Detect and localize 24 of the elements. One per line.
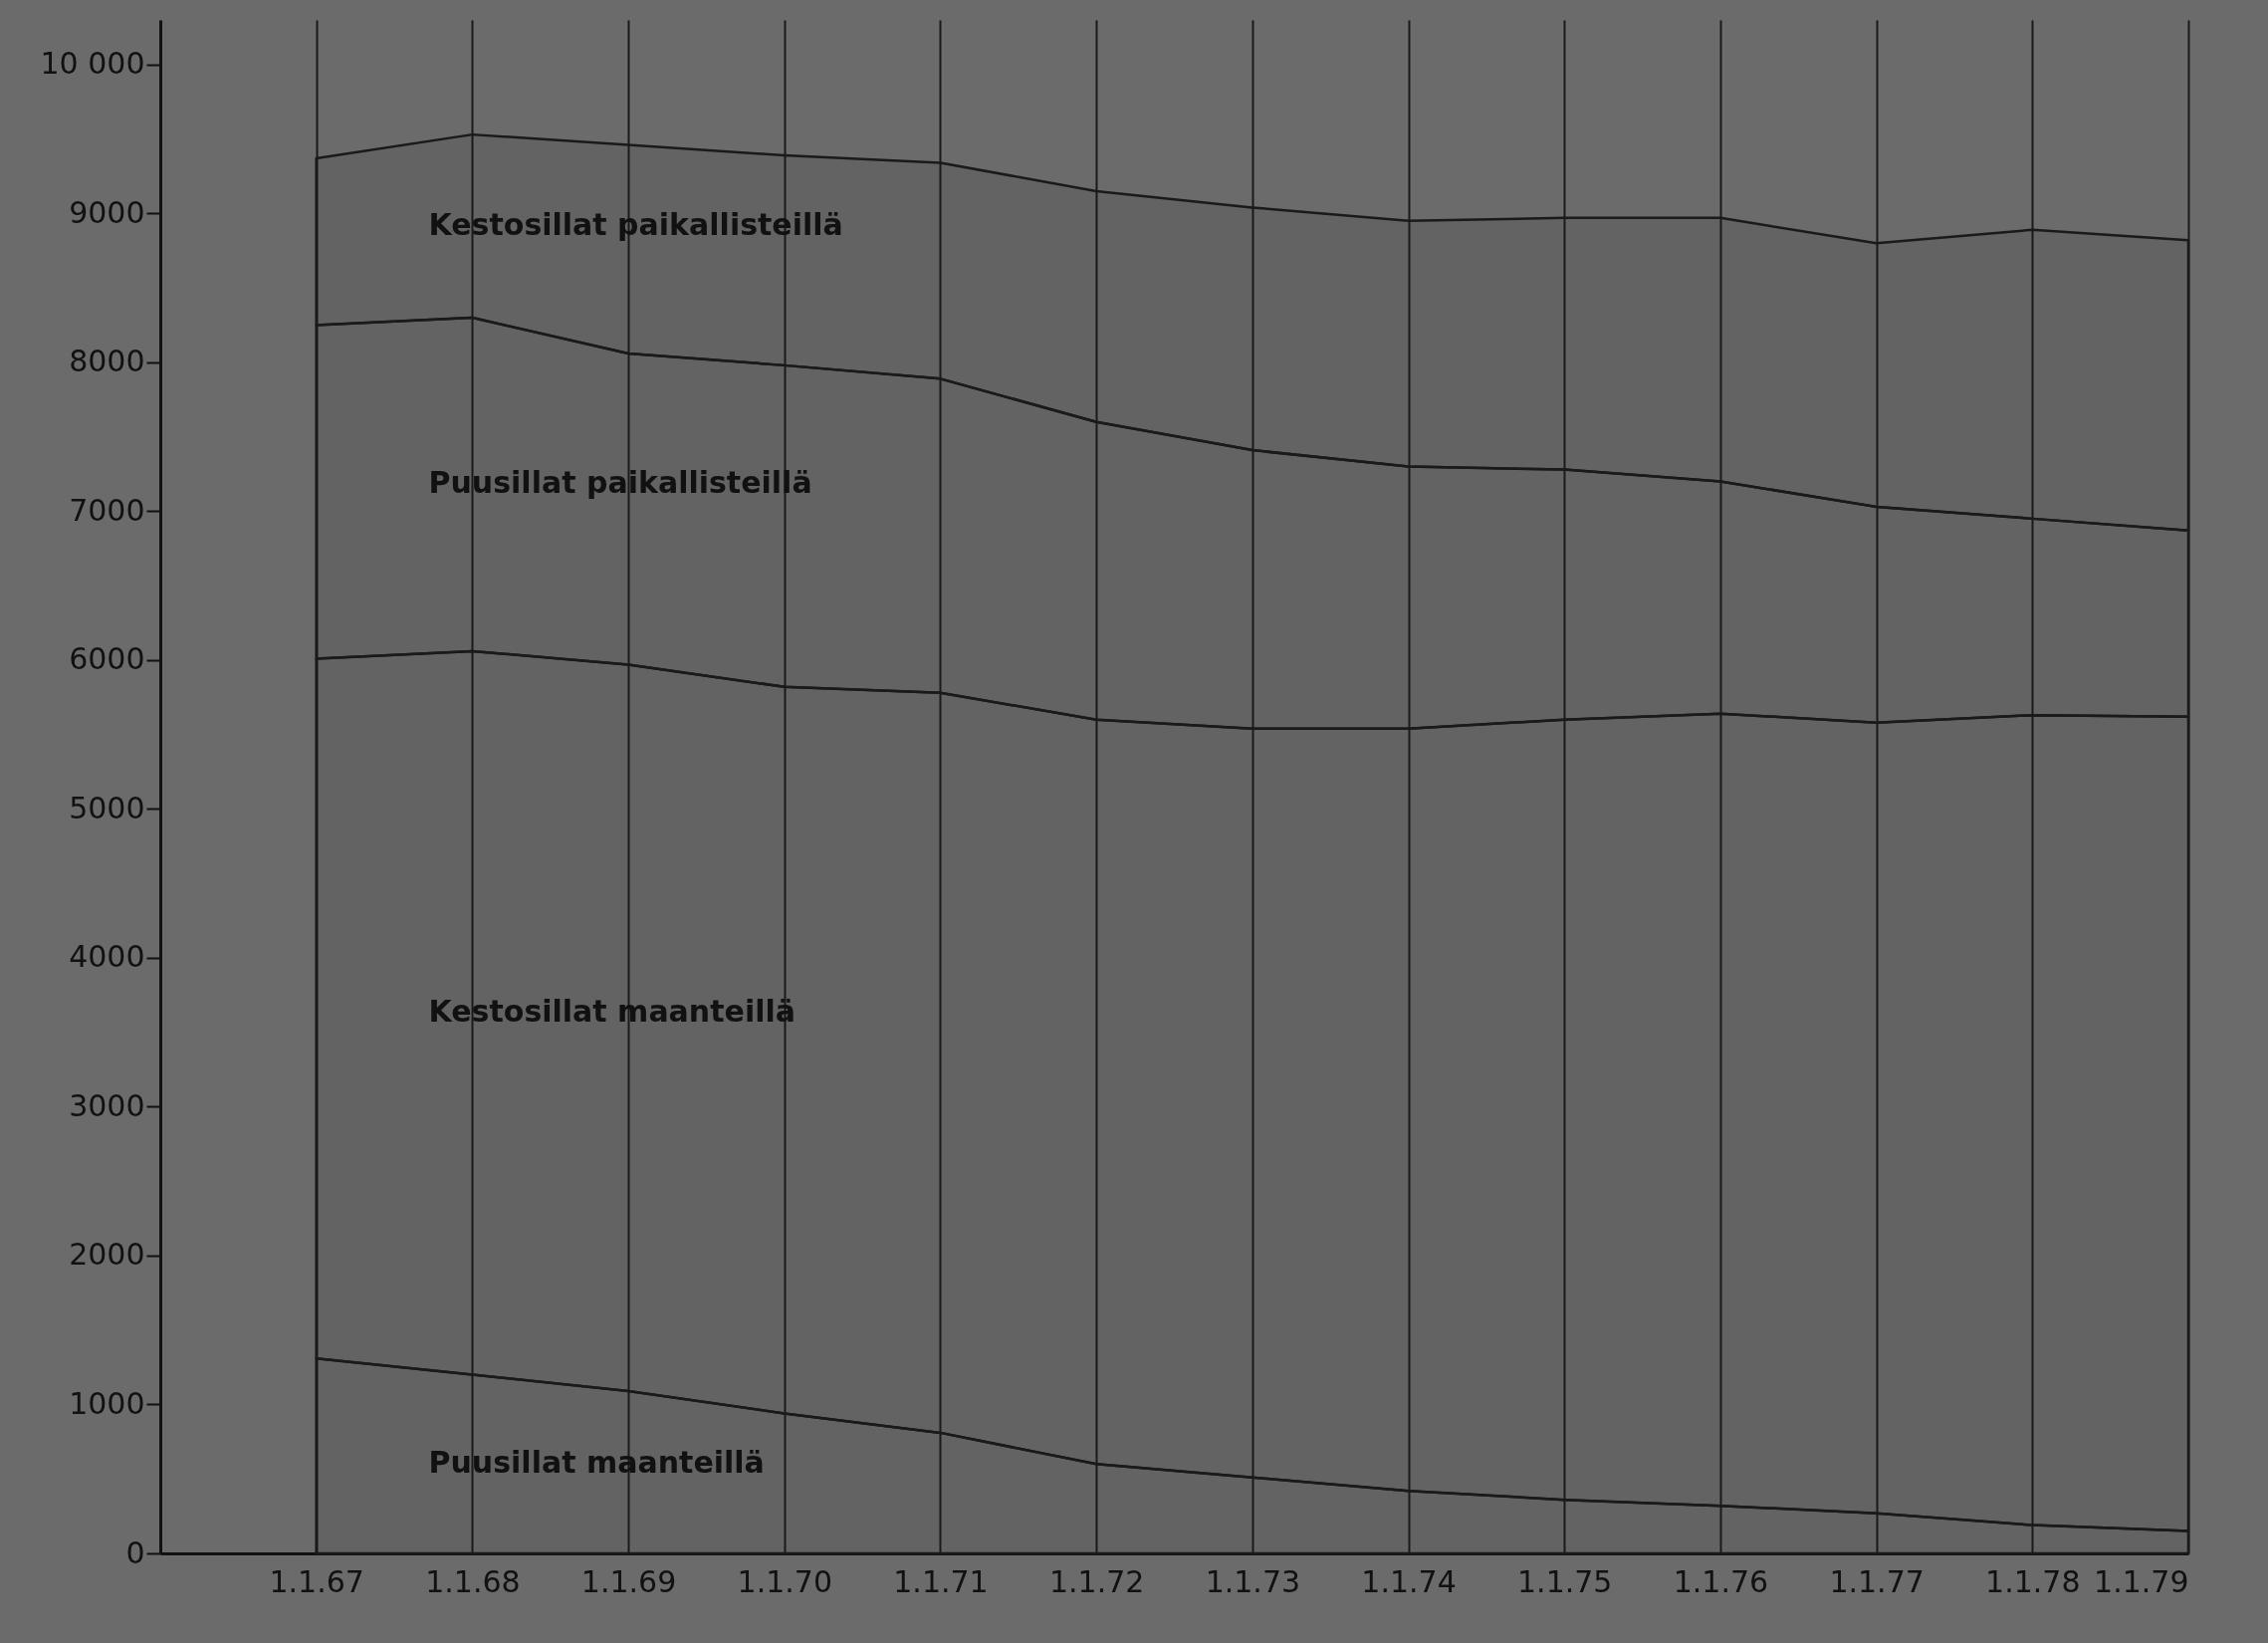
y-tick-label: 10 000 xyxy=(40,46,145,82)
y-tick-label: 7000 xyxy=(69,492,145,528)
x-tick-label: 1.1.78 xyxy=(1985,1563,2081,1599)
y-tick-label: 3000 xyxy=(69,1087,145,1123)
y-tick-label: 9000 xyxy=(69,194,145,230)
y-tick-label: 1000 xyxy=(69,1385,145,1421)
y-tick-label: 6000 xyxy=(69,641,145,677)
x-tick-label: 1.1.72 xyxy=(1048,1563,1145,1599)
x-tick-label: 1.1.75 xyxy=(1517,1563,1613,1599)
x-tick-label: 1.1.69 xyxy=(580,1563,677,1599)
x-tick-label: 1.1.71 xyxy=(893,1563,989,1599)
x-tick-label: 1.1.68 xyxy=(425,1563,521,1599)
x-tick-label: 1.1.76 xyxy=(1673,1563,1769,1599)
y-tick-label: 0 xyxy=(125,1534,145,1570)
x-tick-label: 1.1.74 xyxy=(1361,1563,1457,1599)
y-tick-label: 8000 xyxy=(69,344,145,379)
y-tick-label: 2000 xyxy=(69,1237,145,1273)
x-tick-label: 1.1.77 xyxy=(1829,1563,1925,1599)
y-tick-label: 4000 xyxy=(69,939,145,975)
x-tick-label: 1.1.67 xyxy=(269,1563,364,1599)
x-tick-label: 1.1.79 xyxy=(2094,1563,2189,1599)
x-tick-label: 1.1.73 xyxy=(1205,1563,1301,1599)
y-tick-label: 5000 xyxy=(69,790,145,825)
x-tick-label: 1.1.70 xyxy=(737,1563,832,1599)
